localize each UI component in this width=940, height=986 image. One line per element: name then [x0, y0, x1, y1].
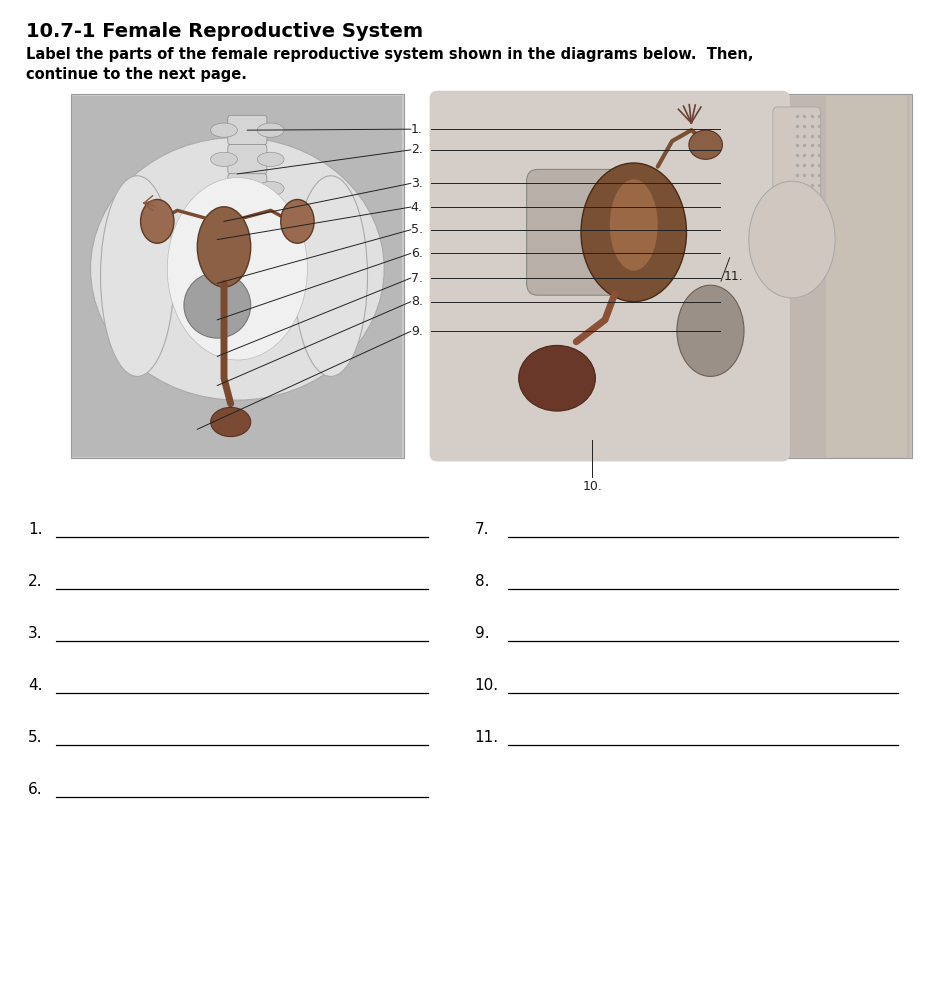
Ellipse shape — [281, 199, 314, 244]
Ellipse shape — [211, 211, 237, 225]
Text: 10.: 10. — [475, 678, 499, 693]
Ellipse shape — [211, 407, 251, 437]
Ellipse shape — [197, 207, 251, 287]
Ellipse shape — [610, 179, 658, 270]
Text: 1.: 1. — [411, 122, 423, 136]
Ellipse shape — [211, 240, 237, 254]
Ellipse shape — [294, 176, 368, 377]
Ellipse shape — [749, 181, 835, 298]
FancyBboxPatch shape — [825, 96, 907, 457]
Text: 7.: 7. — [411, 271, 423, 285]
Text: 6.: 6. — [411, 246, 423, 260]
Text: 8.: 8. — [411, 295, 423, 309]
FancyBboxPatch shape — [227, 261, 267, 291]
Ellipse shape — [689, 130, 723, 160]
Ellipse shape — [90, 137, 384, 400]
Text: 11.: 11. — [724, 269, 744, 283]
FancyBboxPatch shape — [430, 91, 790, 461]
Text: Label the parts of the female reproductive system shown in the diagrams below.  : Label the parts of the female reproducti… — [26, 47, 754, 62]
Text: 3.: 3. — [28, 626, 43, 641]
Text: 5.: 5. — [411, 223, 423, 237]
Ellipse shape — [258, 211, 284, 225]
FancyBboxPatch shape — [227, 145, 267, 175]
Ellipse shape — [258, 123, 284, 137]
Ellipse shape — [211, 269, 237, 283]
Text: 9.: 9. — [411, 324, 423, 338]
Ellipse shape — [581, 163, 686, 302]
Text: 7.: 7. — [475, 523, 489, 537]
Ellipse shape — [677, 285, 744, 377]
Text: 5.: 5. — [28, 731, 42, 745]
Ellipse shape — [258, 240, 284, 254]
Text: 4.: 4. — [411, 200, 423, 214]
Text: 3.: 3. — [411, 176, 423, 190]
Text: 6.: 6. — [28, 782, 43, 797]
FancyBboxPatch shape — [526, 170, 626, 295]
Ellipse shape — [184, 272, 251, 338]
Text: 11.: 11. — [475, 731, 499, 745]
Bar — [70, 94, 404, 458]
Ellipse shape — [258, 181, 284, 195]
FancyBboxPatch shape — [434, 96, 910, 457]
Text: 10.7-1 Female Reproductive System: 10.7-1 Female Reproductive System — [26, 22, 423, 40]
Ellipse shape — [141, 199, 174, 244]
Ellipse shape — [211, 123, 237, 137]
FancyBboxPatch shape — [227, 232, 267, 261]
Ellipse shape — [167, 177, 307, 360]
FancyBboxPatch shape — [227, 203, 267, 233]
Ellipse shape — [519, 345, 595, 411]
Ellipse shape — [101, 176, 174, 377]
Ellipse shape — [211, 181, 237, 195]
Text: 1.: 1. — [28, 523, 42, 537]
FancyBboxPatch shape — [227, 174, 267, 203]
Text: 8.: 8. — [475, 574, 489, 589]
Ellipse shape — [211, 152, 237, 167]
Bar — [432, 94, 912, 458]
FancyBboxPatch shape — [227, 115, 267, 145]
Text: continue to the next page.: continue to the next page. — [26, 67, 247, 82]
FancyBboxPatch shape — [773, 107, 821, 281]
Text: 4.: 4. — [28, 678, 42, 693]
Ellipse shape — [258, 152, 284, 167]
Text: 9.: 9. — [475, 626, 490, 641]
Text: 2.: 2. — [28, 574, 42, 589]
Ellipse shape — [258, 269, 284, 283]
Text: 2.: 2. — [411, 143, 423, 157]
Text: 10.: 10. — [583, 480, 603, 493]
FancyBboxPatch shape — [72, 96, 402, 457]
